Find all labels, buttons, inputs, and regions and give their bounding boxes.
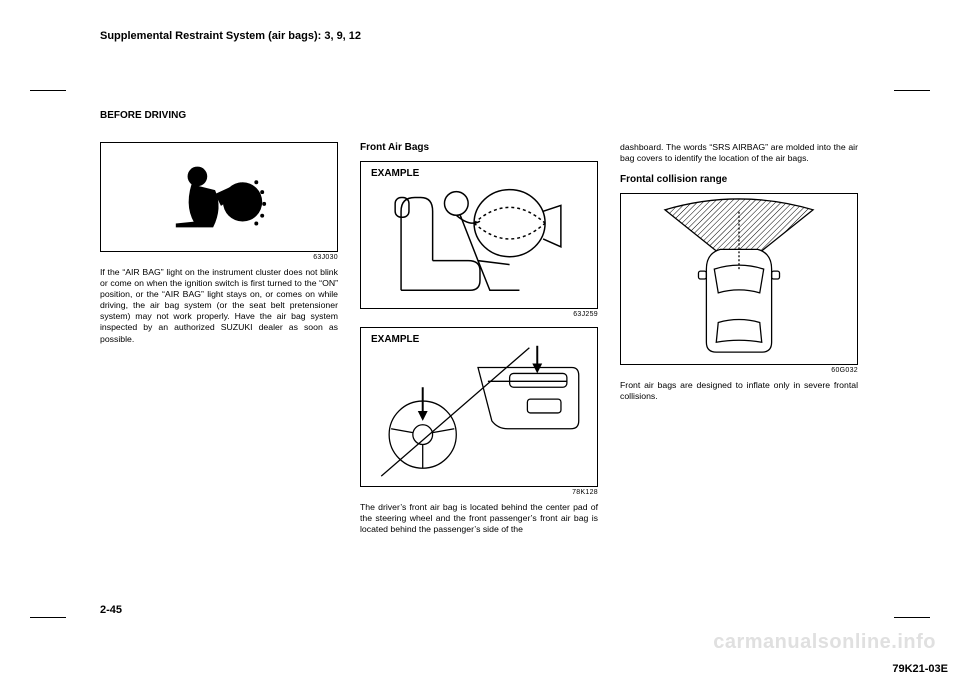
watermark: carmanualsonline.info bbox=[713, 631, 936, 654]
heading-frontal-collision-range: Frontal collision range bbox=[620, 174, 858, 187]
column-3: dashboard. The words “SRS AIRBAG” are mo… bbox=[620, 142, 858, 545]
figure-id: 63J259 bbox=[360, 311, 598, 320]
figure-id: 63J030 bbox=[100, 254, 338, 263]
column-1: 63J030 If the “AIR BAG” light on the ins… bbox=[100, 142, 338, 545]
running-head: Supplemental Restraint System (air bags)… bbox=[100, 30, 361, 42]
crop-mark bbox=[894, 90, 930, 91]
paragraph: Front air bags are designed to inflate o… bbox=[620, 380, 858, 402]
page-number: 2-45 bbox=[100, 604, 122, 616]
column-2: Front Air Bags EXAMPLE bbox=[360, 142, 598, 545]
crop-mark bbox=[30, 617, 66, 618]
figure-id: 78K128 bbox=[360, 489, 598, 498]
section-head: BEFORE DRIVING bbox=[100, 110, 186, 121]
figure-airbag-warning-icon bbox=[100, 142, 338, 252]
document-code: 79K21-03E bbox=[892, 663, 948, 675]
crop-mark bbox=[30, 90, 66, 91]
columns: 63J030 If the “AIR BAG” light on the ins… bbox=[100, 142, 860, 545]
figure-label: EXAMPLE bbox=[369, 334, 421, 347]
figure-frontal-collision-range bbox=[620, 193, 858, 365]
paragraph: If the “AIR BAG” light on the instrument… bbox=[100, 267, 338, 345]
figure-airbag-deployment: EXAMPLE bbox=[360, 161, 598, 309]
crop-mark bbox=[894, 617, 930, 618]
paragraph: dashboard. The words “SRS AIRBAG” are mo… bbox=[620, 142, 858, 164]
figure-id: 60G032 bbox=[620, 367, 858, 376]
paragraph: The driver’s front air bag is located be… bbox=[360, 502, 598, 535]
figure-airbag-locations: EXAMPLE bbox=[360, 327, 598, 487]
heading-front-air-bags: Front Air Bags bbox=[360, 142, 598, 155]
page: Supplemental Restraint System (air bags)… bbox=[100, 30, 860, 630]
figure-label: EXAMPLE bbox=[369, 168, 421, 181]
